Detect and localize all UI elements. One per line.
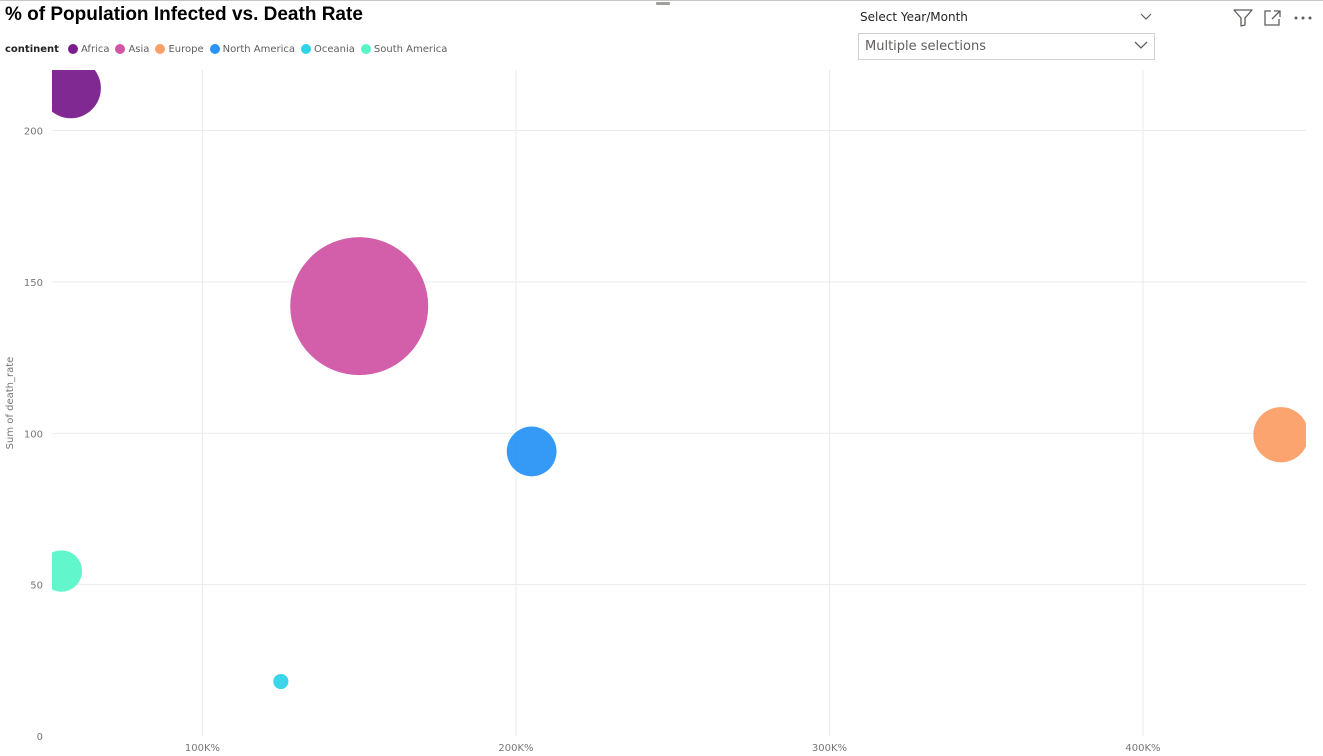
legend-items: Africa Asia Europe North America Oceania Sout… xyxy=(67,43,453,55)
legend-marker xyxy=(209,44,220,54)
y-tick-label: 150 xyxy=(24,278,43,289)
visual-top-border xyxy=(0,0,1323,1)
bubble-europe xyxy=(1253,407,1306,463)
legend-marker xyxy=(155,44,166,54)
legend-label: Africa xyxy=(80,43,110,55)
more-options-icon[interactable] xyxy=(1291,7,1315,29)
y-tick-label: 100 xyxy=(24,429,43,440)
legend-label: South America xyxy=(373,43,448,55)
chart-title: % of Population Infected vs. Death Rate xyxy=(5,4,363,25)
legend-item[interactable]: North America xyxy=(209,43,296,55)
legend-item[interactable]: Africa xyxy=(67,43,110,55)
slicer-header-label: Select Year/Month xyxy=(860,10,968,24)
bubble-africa xyxy=(52,70,101,119)
bubble-group xyxy=(52,70,1306,690)
y-tick-label: 50 xyxy=(30,581,43,592)
legend: continent Africa Asia Europe North America O… xyxy=(5,42,453,56)
year-month-slicer-dropdown[interactable]: Multiple selections xyxy=(858,33,1155,60)
filter-icon[interactable] xyxy=(1231,7,1255,29)
legend-item[interactable]: Europe xyxy=(155,43,204,55)
chevron-down-icon[interactable] xyxy=(1140,10,1152,24)
y-tick-label: 0 xyxy=(37,732,43,743)
focus-mode-icon[interactable] xyxy=(1261,7,1285,29)
chevron-down-icon xyxy=(1134,39,1148,54)
x-tick-label: 300K% xyxy=(812,743,847,754)
y-axis-title: Sum of death_rate xyxy=(5,357,16,450)
legend-item[interactable]: South America xyxy=(360,43,448,55)
slicer-selected-value: Multiple selections xyxy=(865,39,986,54)
bubble-oceania xyxy=(273,673,289,690)
legend-title: continent xyxy=(5,43,59,55)
year-month-slicer-header[interactable]: Select Year/Month xyxy=(860,8,1156,26)
legend-label: North America xyxy=(222,43,296,55)
legend-marker xyxy=(360,44,371,54)
legend-label: Asia xyxy=(128,43,150,55)
bubble-south-america xyxy=(52,550,83,592)
legend-marker xyxy=(301,44,312,54)
legend-label: Oceania xyxy=(314,43,355,55)
x-tick-label: 400K% xyxy=(1125,743,1160,754)
x-tick-label: 100K% xyxy=(185,743,220,754)
visual-header-toolbar xyxy=(1231,7,1315,29)
legend-marker xyxy=(67,44,78,54)
legend-item[interactable]: Asia xyxy=(115,44,149,55)
legend-label: Europe xyxy=(168,43,204,55)
x-tick-label: 200K% xyxy=(498,743,533,754)
bubble-asia xyxy=(290,237,429,376)
legend-item[interactable]: Oceania xyxy=(301,44,355,55)
y-tick-label: 200 xyxy=(24,127,43,138)
drag-handle[interactable] xyxy=(656,2,670,5)
legend-marker xyxy=(115,44,126,54)
bubble-north-america xyxy=(506,426,557,477)
